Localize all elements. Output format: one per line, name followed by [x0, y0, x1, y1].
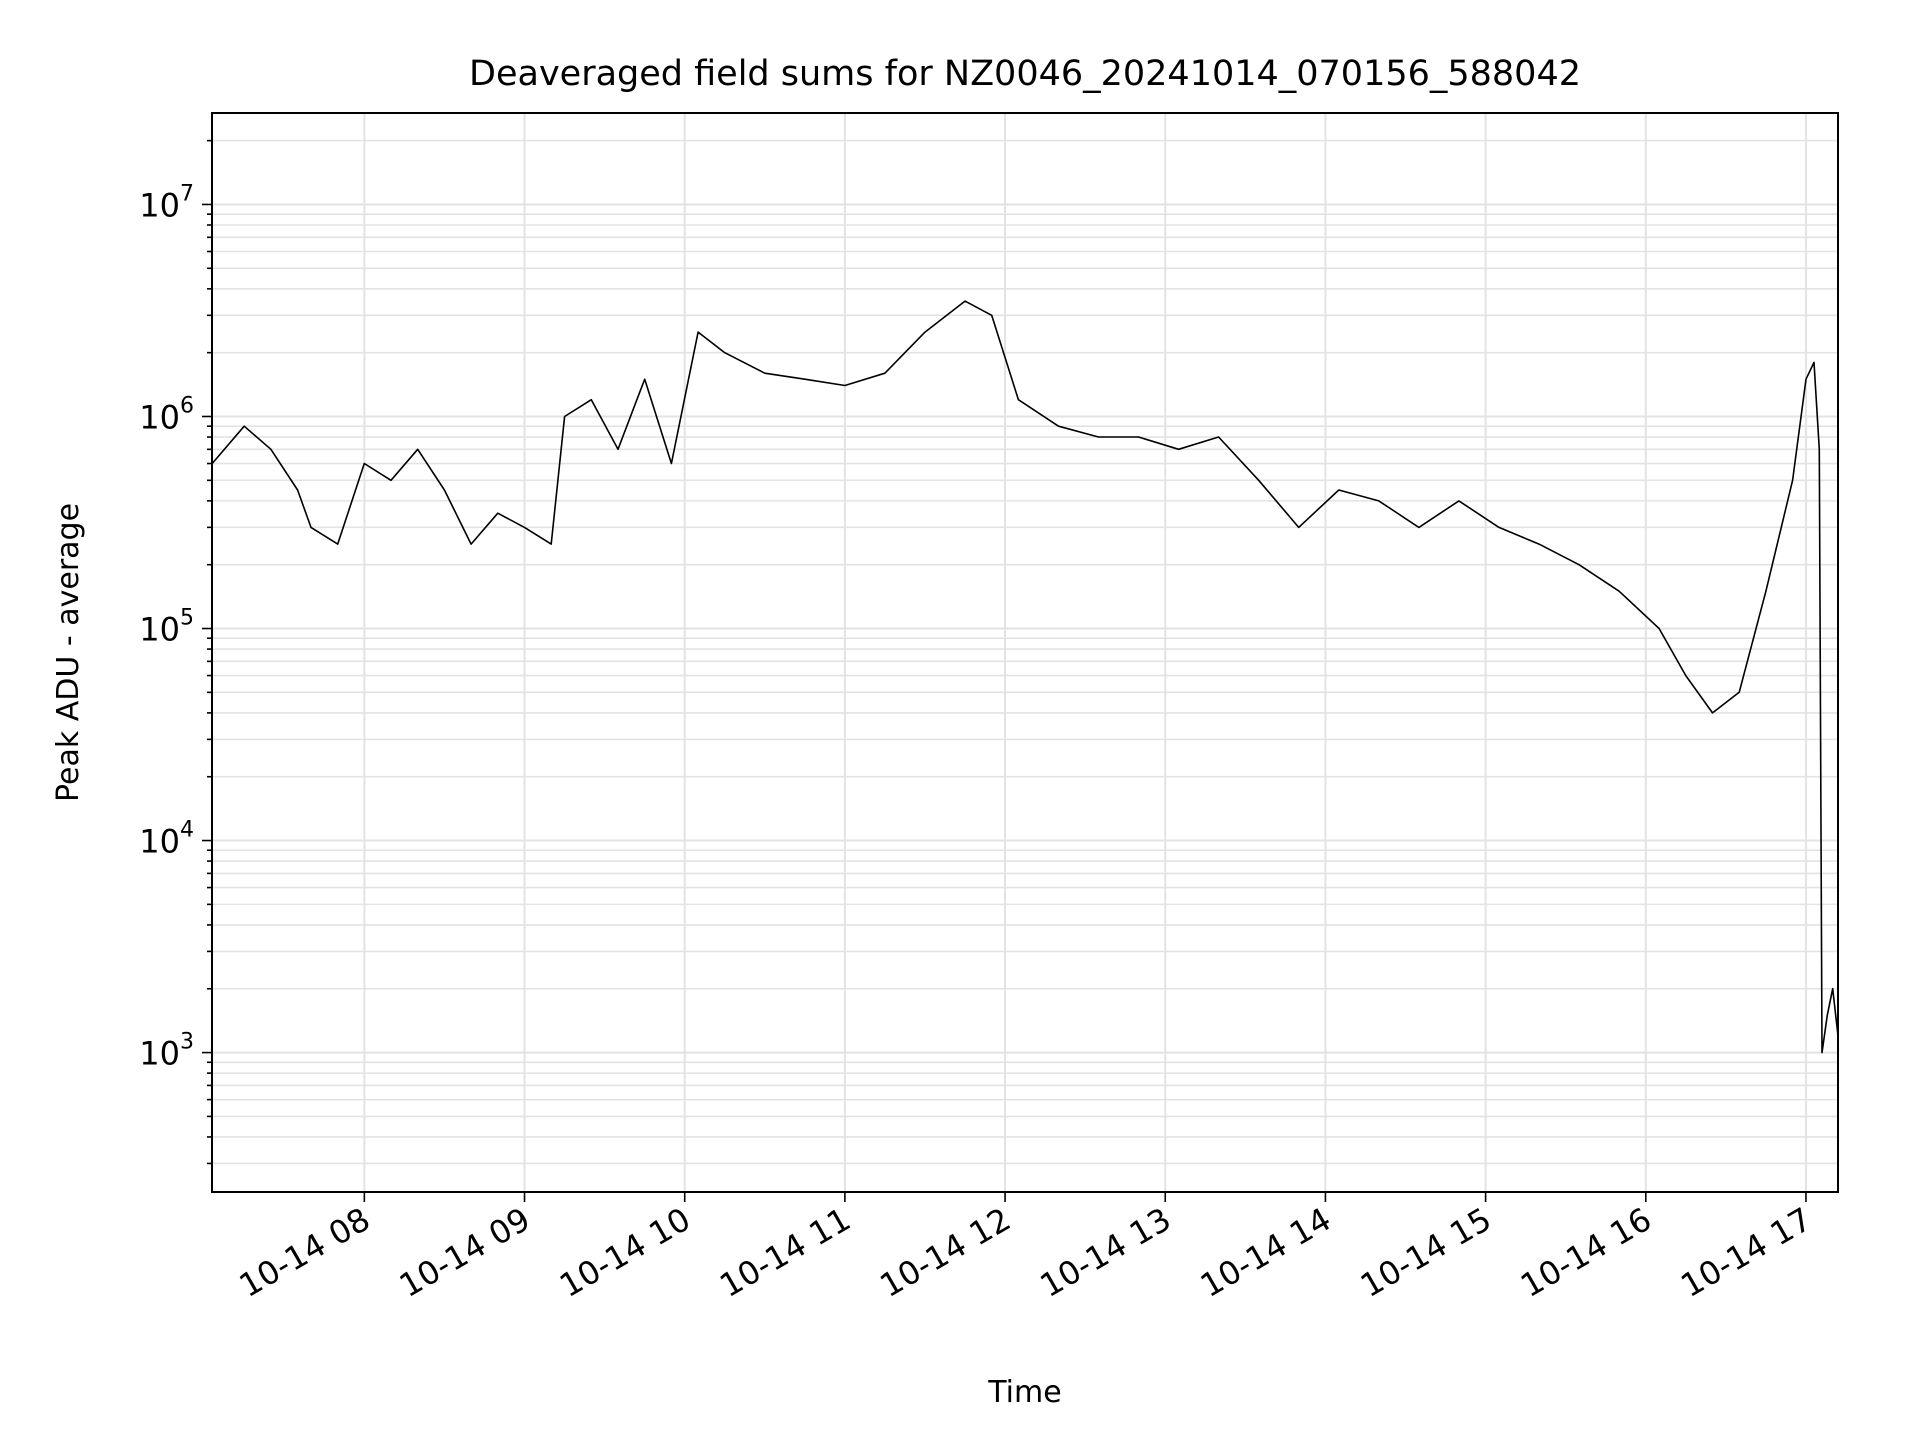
y-tick-label: 107: [139, 181, 194, 224]
series-line: [211, 300, 1839, 1054]
chart-title: Deaveraged field sums for NZ0046_2024101…: [469, 54, 1581, 94]
y-tick-label: 105: [139, 606, 194, 649]
y-axis: 103 104 105 106 107: [139, 139, 212, 1165]
x-tick-label: 10-14 15: [1354, 1200, 1498, 1305]
x-tick-label: 10-14 16: [1514, 1200, 1658, 1305]
x-tick-label: 10-14 11: [713, 1200, 857, 1305]
plot-frame: [211, 112, 1839, 1193]
x-tick-label: 10-14 09: [393, 1200, 537, 1305]
y-axis-label: Peak ADU - average: [51, 503, 86, 802]
x-tick-label: 10-14 14: [1194, 1200, 1338, 1305]
x-axis: 10-14 08 10-14 09 10-14 10 10-14 11 10-14 12…: [233, 1192, 1818, 1305]
y-tick-label: 106: [139, 393, 194, 436]
series-group: [211, 300, 1839, 1054]
x-tick-label: 10-14 12: [873, 1200, 1017, 1305]
x-tick-label: 10-14 08: [233, 1200, 377, 1305]
x-tick-label: 10-14 10: [553, 1200, 697, 1305]
grid-lines: [212, 113, 1838, 1192]
x-tick-label: 10-14 13: [1034, 1200, 1178, 1305]
y-tick-label: 103: [139, 1030, 194, 1073]
x-tick-label: 10-14 17: [1674, 1200, 1818, 1305]
y-tick-label: 104: [139, 818, 194, 861]
x-axis-label: Time: [987, 1375, 1061, 1410]
